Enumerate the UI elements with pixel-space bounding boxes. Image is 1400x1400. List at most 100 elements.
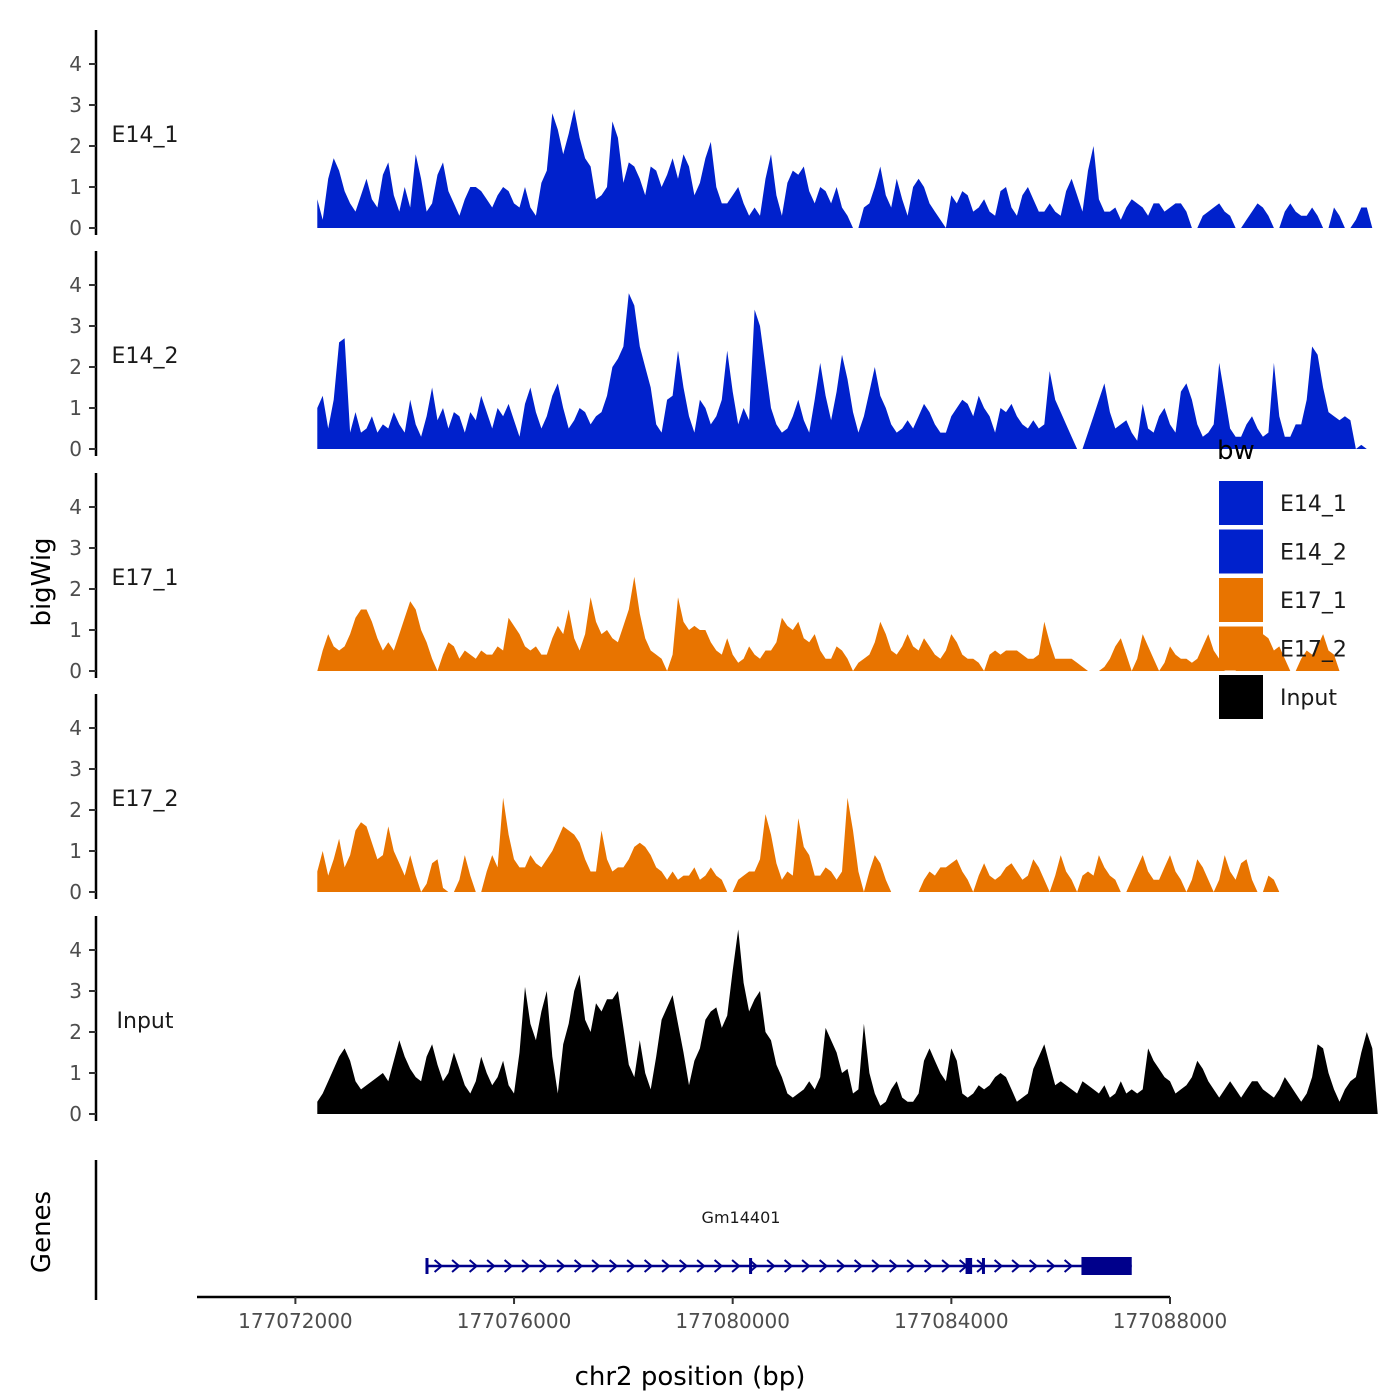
y-tick-label: 2 <box>69 577 82 601</box>
exon <box>425 1258 429 1274</box>
y-tick-label: 1 <box>69 618 82 642</box>
track-E17_2: 0 1 2 3 4 E17_2 <box>69 694 1400 904</box>
strand-arrow <box>1063 1259 1074 1273</box>
signal-area-E17_1 <box>317 576 1400 671</box>
track-Input: 0 1 2 3 4 Input <box>69 916 1400 1126</box>
genes-axis-title: Genes <box>27 1191 57 1273</box>
signal-area-E14_2 <box>317 293 1400 449</box>
y-tick-label: 2 <box>69 798 82 822</box>
legend-title: bw <box>1217 436 1255 466</box>
track-label: E14_2 <box>112 344 179 369</box>
legend-label-E17_1: E17_1 <box>1280 589 1347 614</box>
strand-arrow <box>766 1259 776 1273</box>
track-E17_1: 0 1 2 3 4 E17_1 <box>69 473 1400 683</box>
y-tick-label: 0 <box>69 216 82 240</box>
strand-arrow <box>661 1259 671 1273</box>
exon <box>965 1258 973 1274</box>
strand-arrow <box>538 1259 549 1273</box>
strand-arrow <box>993 1259 1004 1273</box>
signal-area-E17_2 <box>317 797 1400 892</box>
legend-label-Input: Input <box>1280 686 1337 711</box>
strand-arrow <box>801 1259 811 1273</box>
legend-label-E17_2: E17_2 <box>1280 638 1347 663</box>
strand-arrow <box>643 1259 654 1273</box>
strand-arrow <box>888 1259 899 1273</box>
legend-label-E14_1: E14_1 <box>1280 492 1347 517</box>
gene-name-label: Gm14401 <box>702 1208 781 1227</box>
legend-key-E17_2 <box>1219 626 1263 671</box>
y-tick-label: 4 <box>69 52 82 76</box>
strand-arrow <box>696 1259 706 1273</box>
track-E14_2: 0 1 2 3 4 E14_2 <box>69 251 1400 461</box>
track-label: E17_2 <box>112 787 179 812</box>
strand-arrow <box>783 1259 794 1273</box>
strand-arrow <box>591 1259 601 1273</box>
legend-key-E17_1 <box>1219 578 1263 622</box>
y-tick-label: 0 <box>69 437 82 461</box>
y-tick-label: 3 <box>69 757 82 781</box>
legend-key-E14_2 <box>1219 529 1263 574</box>
y-tick-label: 2 <box>69 355 82 379</box>
strand-arrow <box>1028 1259 1039 1273</box>
y-tick-label: 0 <box>69 1102 82 1126</box>
y-tick-label: 4 <box>69 938 82 962</box>
legend-key-Input <box>1219 675 1263 719</box>
y-tick-label: 1 <box>69 1061 82 1085</box>
strand-arrow <box>451 1259 461 1273</box>
strand-arrow <box>468 1259 479 1273</box>
signal-area-E14_1 <box>317 109 1400 228</box>
y-tick-label: 3 <box>69 314 82 338</box>
strand-arrow <box>906 1259 916 1273</box>
x-tick-label: 177080000 <box>675 1309 790 1333</box>
y-tick-label: 3 <box>69 979 82 1003</box>
track-E14_1: 0 1 2 3 4 E14_1 <box>69 30 1400 240</box>
y-tick-label: 2 <box>69 1020 82 1044</box>
y-tick-label: 4 <box>69 495 82 519</box>
y-tick-label: 3 <box>69 93 82 117</box>
exon <box>749 1258 753 1274</box>
strand-arrow <box>941 1259 951 1273</box>
strand-arrow <box>608 1259 619 1273</box>
y-tick-label: 2 <box>69 134 82 158</box>
strand-arrow <box>836 1259 846 1273</box>
x-tick-label: 177072000 <box>238 1309 353 1333</box>
strand-arrow <box>923 1259 934 1273</box>
y-tick-label: 3 <box>69 536 82 560</box>
legend-label-E14_2: E14_2 <box>1280 541 1347 566</box>
track-label: E17_1 <box>112 566 179 591</box>
y-tick-label: 1 <box>69 396 82 420</box>
strand-arrow <box>556 1259 566 1273</box>
strand-arrow <box>433 1259 444 1273</box>
x-tick-label: 177084000 <box>894 1309 1009 1333</box>
signal-area-Input <box>317 929 1400 1114</box>
y-tick-label: 4 <box>69 716 82 740</box>
strand-arrow <box>678 1259 689 1273</box>
y-tick-label: 0 <box>69 659 82 683</box>
y-tick-label: 4 <box>69 273 82 297</box>
strand-arrow <box>503 1259 514 1273</box>
y-axis-title: bigWig <box>27 537 57 626</box>
strand-arrow <box>731 1259 741 1273</box>
legend: bw E14_1 E14_2 E17_1 E17_2 Input <box>1217 436 1347 719</box>
legend-key-E14_1 <box>1219 481 1263 525</box>
strand-arrow <box>818 1259 829 1273</box>
gene-track: Gm14401 <box>94 1160 1132 1300</box>
strand-arrow <box>486 1259 496 1273</box>
track-label: E14_1 <box>112 123 179 148</box>
y-tick-label: 0 <box>69 880 82 904</box>
strand-arrow <box>521 1259 531 1273</box>
x-tick-label: 177088000 <box>1113 1309 1228 1333</box>
y-tick-label: 1 <box>69 175 82 199</box>
strand-arrow <box>871 1259 881 1273</box>
strand-arrow <box>1046 1259 1056 1273</box>
exon <box>981 1258 985 1274</box>
exon <box>1081 1257 1132 1275</box>
strand-arrow <box>713 1259 724 1273</box>
x-axis: 177072000 177076000 177080000 177084000 1770… <box>197 1295 1228 1333</box>
y-tick-label: 1 <box>69 839 82 863</box>
strand-arrow <box>573 1259 584 1273</box>
signal-tracks: 0 1 2 3 4 E14_1 0 1 2 3 4 E14_2 0 1 2 3 4 E17_1 0 1 2 3 4 E17_2… <box>69 30 1400 1126</box>
track-label: Input <box>117 1009 174 1034</box>
x-tick-label: 177076000 <box>457 1309 572 1333</box>
